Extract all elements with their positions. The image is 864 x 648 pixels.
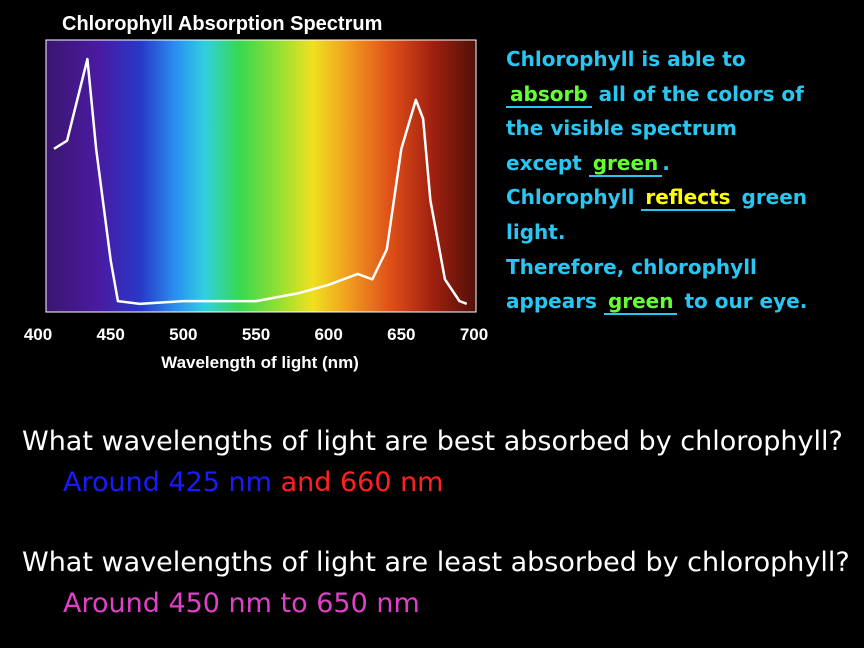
answer: reflects [641, 185, 735, 212]
question: What wavelengths of light are best absor… [22, 426, 843, 457]
absorption-line [53, 57, 468, 306]
answer: green [603, 289, 678, 316]
text: the visible spectrum [506, 116, 737, 141]
answer-part: and 660 nm [280, 467, 444, 498]
x-tick-label: 600 [314, 325, 342, 344]
spectrum-box [45, 39, 477, 313]
chart-title: Chlorophyll Absorption Spectrum [62, 13, 382, 35]
x-tick-label: 700 [460, 325, 488, 344]
chart: Chlorophyll Absorption Spectrum Waveleng… [24, 13, 488, 372]
x-axis-label: Wavelength of light (nm) [161, 353, 359, 372]
text: appears [506, 289, 597, 314]
text: . [662, 150, 670, 175]
question: What wavelengths of light are least abso… [22, 547, 850, 578]
x-tick-label: 450 [96, 325, 124, 344]
answer: Around 450 nm to 650 nm [63, 588, 420, 619]
answer: Around 425 nm and 660 nm [63, 467, 444, 498]
text: except [506, 150, 582, 175]
x-tick-label: 550 [242, 325, 270, 344]
text: Chlorophyll is able to [506, 47, 746, 71]
answer: green [588, 151, 663, 177]
text: to our eye. [684, 289, 808, 314]
notes: Chlorophyll is able to absorb all of the… [506, 42, 856, 319]
text: Therefore, chlorophyll [506, 254, 757, 279]
answer: absorb [506, 82, 592, 108]
answer-part: Around 425 nm [63, 467, 272, 498]
text: light. [506, 219, 566, 244]
text: green [741, 185, 808, 210]
x-tick-label: 400 [24, 325, 52, 344]
x-tick-label: 500 [169, 325, 197, 344]
x-tick-label: 650 [387, 325, 415, 344]
text: Chlorophyll [506, 185, 635, 210]
text: all of the colors of [598, 81, 804, 106]
